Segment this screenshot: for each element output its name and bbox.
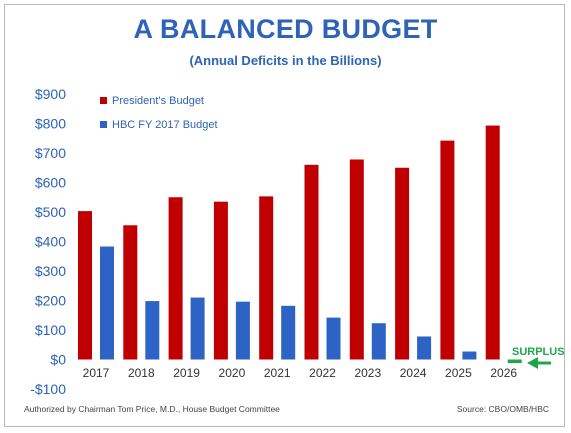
bar-presidents-budget-2017 — [78, 211, 92, 360]
y-tick-label: $900 — [35, 86, 66, 102]
x-tick-label: 2022 — [309, 366, 336, 380]
surplus-label: SURPLUS — [512, 346, 565, 358]
legend: President's Budget HBC FY 2017 Budget — [100, 95, 218, 131]
bar-hbc-budget-2023 — [371, 323, 386, 360]
bar-hbc-budget-2020 — [235, 301, 250, 360]
x-tick-label: 2023 — [354, 366, 381, 380]
legend-entry: President's Budget — [112, 95, 204, 107]
y-tick-label: $600 — [35, 175, 66, 191]
bar-hbc-budget-2018 — [145, 301, 160, 360]
bar-presidents-budget-2022 — [304, 164, 319, 360]
y-axis-ticks: -$100 $0 $100 $200 $300 $400 $500 $600 $700 $800 $… — [30, 86, 66, 397]
bar-presidents-budget-2026 — [485, 125, 500, 360]
y-tick-label: $700 — [35, 145, 66, 161]
bar-hbc-budget-2019 — [190, 297, 205, 360]
y-tick-label: $0 — [50, 352, 66, 368]
bar-presidents-budget-2023 — [349, 159, 364, 360]
bar-hbc-budget-2022 — [326, 317, 341, 360]
x-axis-ticks: 2017 2018 2019 2020 2021 2022 2023 2024 2025 2026 — [83, 366, 518, 380]
chart-subtitle: (Annual Deficits in the Billions) — [189, 53, 382, 68]
y-tick-label: $400 — [35, 234, 66, 250]
x-tick-label: 2018 — [128, 366, 155, 380]
bar-hbc-budget-2017 — [100, 246, 114, 360]
x-tick-label: 2019 — [173, 366, 200, 380]
x-tick-label: 2024 — [400, 366, 427, 380]
x-tick-label: 2017 — [83, 366, 110, 380]
y-tick-label: $100 — [35, 322, 66, 338]
bar-hbc-budget-2024 — [417, 336, 432, 360]
bar-hbc-budget-2021 — [281, 305, 296, 360]
y-tick-label: $800 — [35, 116, 66, 132]
legend-entry: HBC FY 2017 Budget — [112, 119, 218, 131]
y-tick-label: $300 — [35, 263, 66, 279]
footer-source: Source: CBO/OMB/HBC — [456, 404, 549, 414]
legend-swatch — [100, 121, 107, 128]
y-tick-label: -$100 — [30, 381, 66, 397]
bar-presidents-budget-2019 — [168, 197, 183, 360]
legend-swatch — [100, 97, 107, 104]
x-tick-label: 2026 — [490, 366, 517, 380]
footer-attribution: Authorized by Chairman Tom Price, M.D., … — [24, 404, 280, 414]
y-tick-label: $200 — [35, 293, 66, 309]
bar-presidents-budget-2020 — [213, 201, 228, 360]
bar-presidents-budget-2025 — [440, 140, 455, 360]
bar-hbc-budget-2026 — [507, 359, 522, 364]
bar-presidents-budget-2018 — [123, 225, 138, 360]
bars — [78, 125, 522, 364]
surplus-annotation: SURPLUS — [512, 346, 565, 369]
x-tick-label: 2021 — [264, 366, 291, 380]
x-tick-label: 2025 — [445, 366, 472, 380]
chart-title: A BALANCED BUDGET — [133, 14, 438, 44]
bar-presidents-budget-2024 — [395, 167, 410, 360]
bar-hbc-budget-2025 — [462, 351, 477, 360]
bar-presidents-budget-2021 — [259, 196, 274, 360]
x-tick-label: 2020 — [219, 366, 246, 380]
surplus-arrow-head — [527, 357, 538, 369]
y-tick-label: $500 — [35, 204, 66, 220]
